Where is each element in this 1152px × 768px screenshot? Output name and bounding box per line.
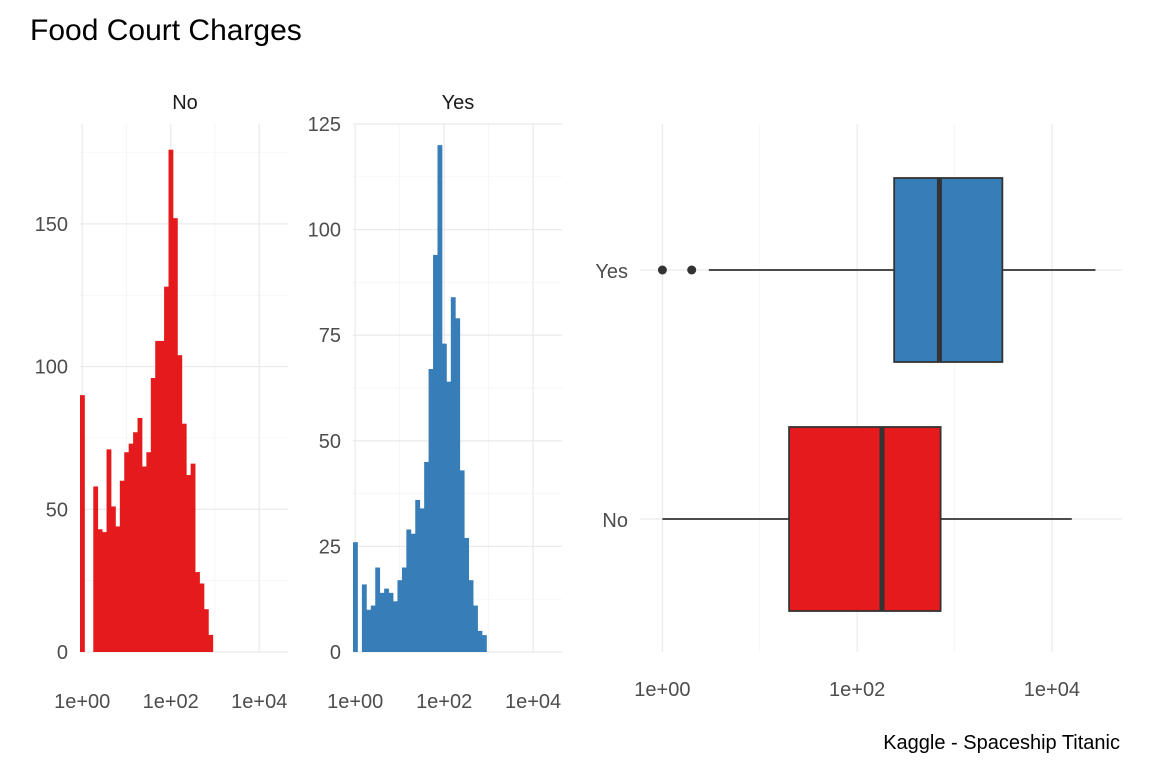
y-tick-label: 0 — [57, 642, 68, 664]
histogram-bar — [190, 463, 196, 652]
x-tick-label: 1e+00 — [634, 679, 690, 701]
histogram-bar — [172, 218, 178, 652]
histogram-bar — [199, 583, 205, 652]
box-yes — [893, 177, 1004, 363]
histogram-bar — [146, 452, 152, 652]
histogram-bar — [446, 381, 452, 652]
y-tick-label: 100 — [308, 220, 341, 242]
y-tick-label: 25 — [319, 536, 341, 558]
histogram-bar — [106, 449, 112, 652]
histogram-bar — [110, 506, 116, 652]
chart-title: Food Court Charges — [30, 14, 302, 47]
histogram-bar — [393, 601, 398, 652]
outlier-point — [657, 265, 667, 275]
histogram-bar — [124, 452, 130, 652]
y-tick-label: 125 — [308, 114, 341, 136]
x-tick-label: 1e+04 — [231, 691, 287, 713]
x-tick-label: 1e+04 — [505, 691, 561, 713]
facet-label-no: No — [172, 92, 198, 114]
histogram-bar — [459, 470, 465, 652]
y-category-label: Yes — [595, 261, 628, 283]
histogram-bar — [437, 145, 443, 652]
histogram-bar — [128, 443, 134, 652]
histogram-panel-no: 0 50 100 150 1e+00 1e+02 1e+04 — [35, 124, 288, 713]
facet-label-yes: Yes — [442, 92, 475, 114]
x-tick-label: 1e+02 — [829, 679, 885, 701]
histogram-bar — [366, 609, 372, 652]
histogram-bar — [441, 343, 447, 652]
histogram-bar — [164, 286, 169, 652]
histogram-bar — [468, 580, 474, 652]
histogram-bar — [406, 529, 412, 652]
histogram-bar — [410, 533, 416, 652]
histogram-bar — [353, 542, 358, 652]
histogram-bar — [424, 461, 429, 652]
histogram-bar — [375, 567, 381, 652]
y-tick-label: 50 — [46, 499, 68, 521]
x-tick-label: 1e+00 — [327, 691, 383, 713]
y-tick-label: 0 — [330, 642, 341, 664]
histogram-bar — [388, 592, 394, 652]
y-category-label: No — [602, 510, 628, 532]
histogram-bar — [477, 630, 483, 652]
boxplot-panel: 1e+00 1e+02 1e+04 No Yes — [595, 124, 1122, 701]
histogram-bar — [481, 635, 487, 652]
chart-caption: Kaggle - Spaceship Titanic — [883, 732, 1120, 754]
y-tick-label: 150 — [35, 214, 68, 236]
histogram-bar — [195, 572, 200, 652]
histogram-bar — [102, 532, 107, 652]
histogram-bar — [428, 368, 434, 652]
box-no — [788, 426, 942, 612]
outlier-point — [687, 265, 697, 275]
histogram-bar — [208, 634, 214, 652]
histogram-bar — [473, 605, 478, 652]
histogram-bar — [177, 355, 183, 652]
histogram-bar — [401, 567, 407, 652]
histogram-bar — [141, 466, 147, 652]
histogram-bar — [203, 609, 209, 652]
y-tick-label: 75 — [319, 325, 341, 347]
histogram-bar — [370, 605, 376, 652]
x-tick-label: 1e+02 — [143, 691, 199, 713]
histogram-bar — [379, 592, 385, 652]
histogram-bar — [361, 584, 367, 652]
x-tick-label: 1e+00 — [54, 691, 110, 713]
histogram-bar — [80, 395, 85, 652]
histogram-bar — [168, 149, 174, 652]
histogram-bar — [433, 254, 438, 652]
histogram-bar — [115, 526, 121, 652]
histogram-bar — [464, 537, 470, 652]
histogram-bar — [397, 580, 403, 652]
histogram-bar — [159, 340, 165, 652]
histogram-bar — [97, 529, 103, 652]
histogram-bar — [181, 423, 187, 652]
histogram-bar — [186, 475, 192, 652]
histogram-panel-yes: 0 25 50 75 100 125 1e+00 1e+02 1e+04 — [308, 114, 562, 713]
histogram-bar — [155, 340, 161, 652]
y-tick-label: 50 — [319, 431, 341, 453]
x-tick-label: 1e+02 — [416, 691, 472, 713]
histogram-bar — [455, 318, 461, 652]
y-tick-label: 100 — [35, 357, 68, 379]
histogram-bar — [119, 480, 125, 652]
histogram-bar — [419, 508, 425, 652]
histogram-bar — [150, 378, 156, 652]
histogram-bar — [93, 486, 99, 652]
histogram-bar — [415, 499, 421, 652]
histogram-bar — [384, 588, 389, 652]
histogram-bar — [137, 417, 143, 652]
histogram-bar — [133, 432, 138, 652]
x-tick-label: 1e+04 — [1024, 679, 1080, 701]
histogram-bar — [450, 297, 456, 652]
